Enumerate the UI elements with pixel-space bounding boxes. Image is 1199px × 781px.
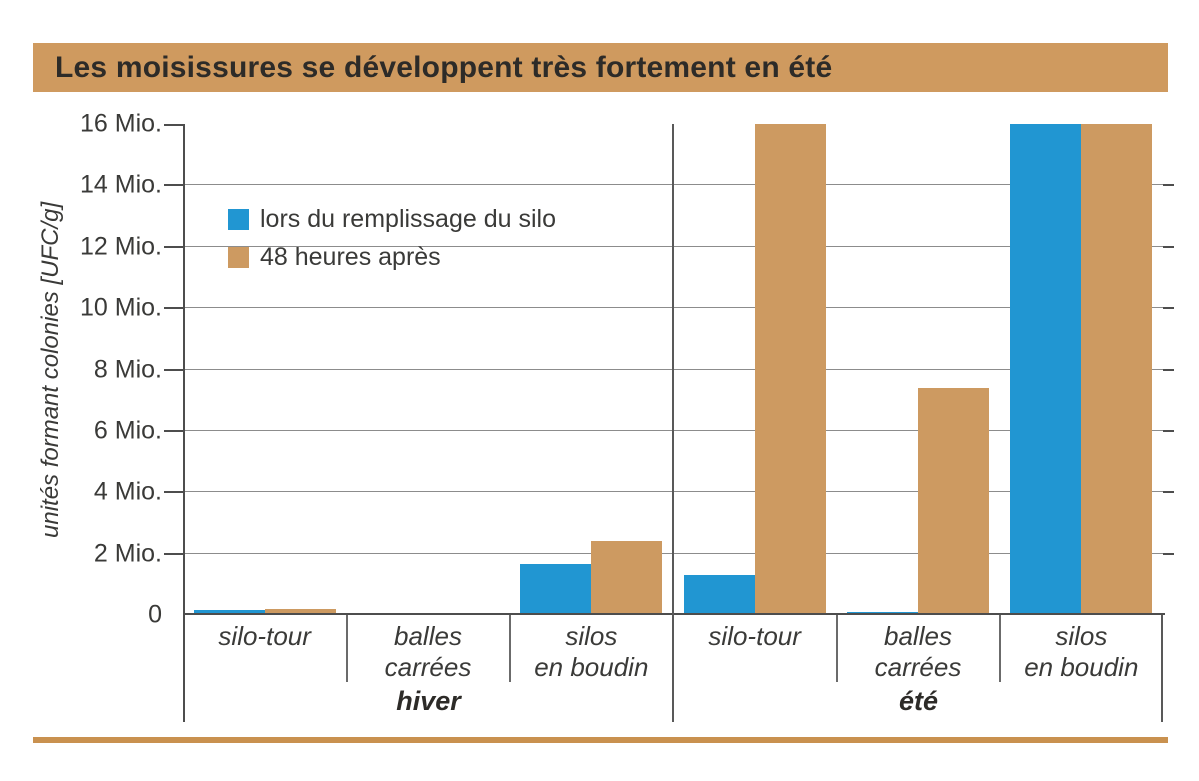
category-separator bbox=[999, 615, 1001, 682]
bar-48h-apres bbox=[1081, 124, 1153, 615]
y-tick-label: 0 bbox=[148, 600, 162, 629]
category-separator bbox=[346, 615, 348, 682]
legend-item-48h: 48 heures après bbox=[228, 243, 556, 272]
bar-remplissage bbox=[1010, 124, 1082, 615]
chart-title: Les moisissures se développent très fort… bbox=[55, 50, 833, 84]
category-label-ete-silos-boudin: silos en boudin bbox=[1024, 621, 1139, 682]
y-tick-label: 8 Mio. bbox=[93, 355, 162, 383]
y-axis-tick-labels: 16 Mio. 14 Mio. 12 Mio. 10 Mio. 8 Mio. 6… bbox=[60, 110, 162, 629]
bars-ete-silo-tour bbox=[673, 124, 836, 615]
category-label-hiver-silo-tour: silo-tour bbox=[218, 621, 311, 651]
bottom-rule bbox=[33, 737, 1168, 743]
category-separator bbox=[836, 615, 838, 682]
bar-48h-apres bbox=[754, 124, 826, 615]
chart-title-banner: Les moisissures se développent très fort… bbox=[33, 43, 1168, 92]
season-divider-line bbox=[672, 124, 674, 722]
legend: lors du remplissage du silo 48 heures ap… bbox=[228, 205, 556, 272]
bars-hiver-silos-en-boudin bbox=[510, 124, 673, 615]
bar-48h-apres bbox=[264, 608, 336, 615]
legend-label: 48 heures après bbox=[260, 243, 441, 271]
group-label-ete: été bbox=[898, 686, 939, 716]
y-tick-label: 4 Mio. bbox=[93, 477, 162, 506]
y-tick-label: 16 Mio. bbox=[80, 109, 162, 138]
legend-item-remplissage: lors du remplissage du silo bbox=[228, 205, 556, 234]
y-tick-label: 6 Mio. bbox=[93, 416, 162, 445]
category-label-hiver-balles-carrees: balles carrées bbox=[384, 621, 472, 682]
bar-48h-apres bbox=[591, 541, 663, 615]
bar-remplissage bbox=[193, 610, 265, 615]
right-boundary-line bbox=[1161, 615, 1163, 722]
category-separator bbox=[509, 615, 511, 682]
y-tick-mark-16 bbox=[164, 124, 183, 126]
y-tick-label: 12 Mio. bbox=[80, 232, 162, 261]
x-axis-line bbox=[183, 613, 1165, 615]
bars-hiver-silo-tour bbox=[183, 124, 346, 615]
legend-label: lors du remplissage du silo bbox=[260, 205, 556, 233]
legend-swatch-blue-icon bbox=[228, 209, 249, 230]
category-label-ete-silo-tour: silo-tour bbox=[708, 621, 801, 651]
y-tick-label: 14 Mio. bbox=[80, 170, 162, 199]
plot-area bbox=[164, 124, 1174, 615]
bar-remplissage bbox=[683, 575, 755, 615]
legend-swatch-tan-icon bbox=[228, 247, 249, 268]
y-axis-line bbox=[183, 124, 185, 722]
y-tick-label: 2 Mio. bbox=[93, 539, 162, 568]
category-label-hiver-silos-boudin: silos en boudin bbox=[534, 621, 649, 682]
bars-ete-silos-en-boudin bbox=[1000, 124, 1163, 615]
bar-48h-apres bbox=[917, 387, 989, 615]
category-label-ete-balles-carrees: balles carrées bbox=[874, 621, 962, 682]
bars-hiver-balles-carrees bbox=[346, 124, 509, 615]
bar-remplissage bbox=[520, 564, 592, 615]
bars-ete-balles-carrees bbox=[836, 124, 999, 615]
y-tick-label: 10 Mio. bbox=[80, 293, 162, 322]
group-label-hiver: hiver bbox=[396, 686, 461, 716]
